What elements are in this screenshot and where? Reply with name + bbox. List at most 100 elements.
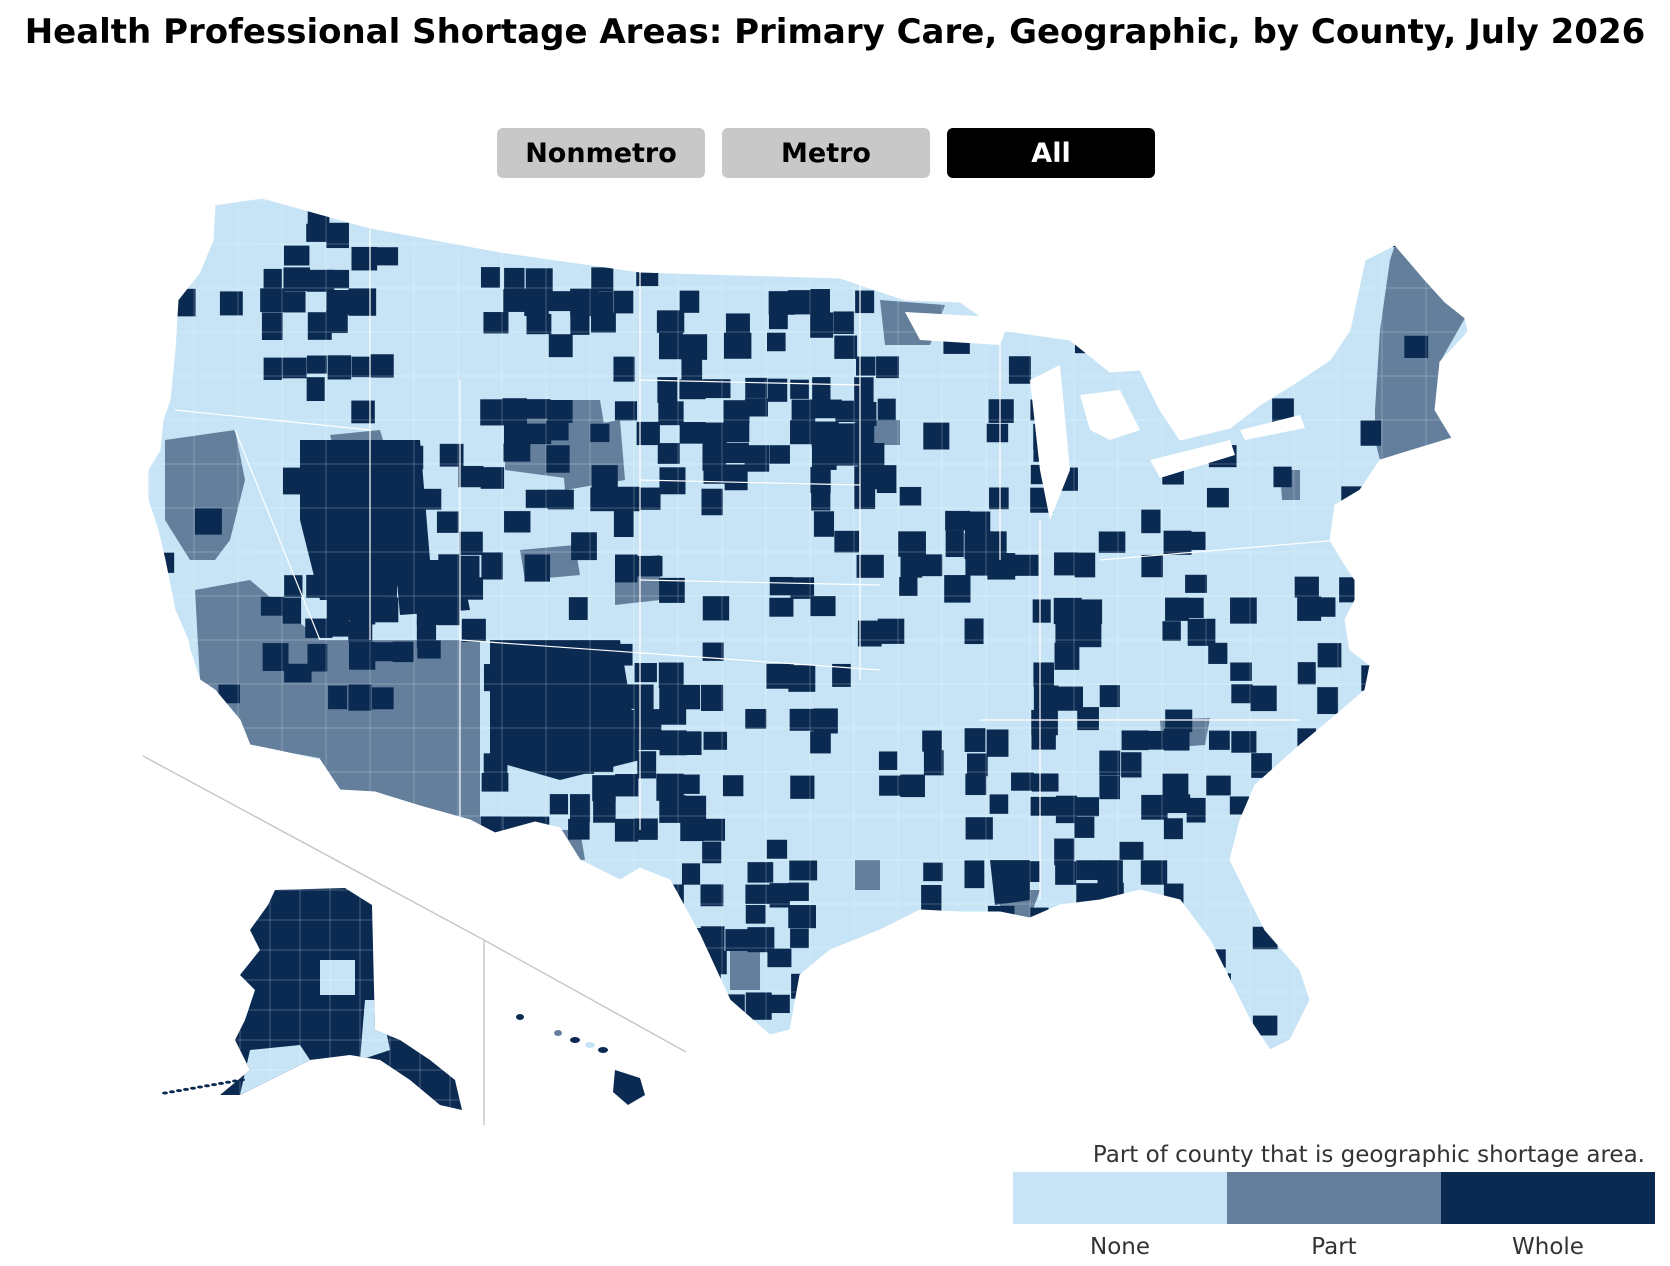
whole-shortage-county <box>833 222 859 250</box>
whole-shortage-county <box>373 247 399 266</box>
whole-shortage-county <box>702 596 730 621</box>
whole-shortage-county <box>1295 313 1317 340</box>
whole-shortage-county <box>945 510 971 531</box>
whole-shortage-county <box>591 465 618 491</box>
whole-shortage-county <box>723 994 745 1015</box>
part-shortage-region <box>1255 860 1270 900</box>
whole-shortage-county <box>197 883 225 909</box>
whole-shortage-county <box>832 442 859 466</box>
whole-shortage-county <box>1272 398 1295 423</box>
whole-shortage-county <box>790 379 809 399</box>
legend-title: Part of county that is geographic shorta… <box>1092 1142 1645 1168</box>
whole-shortage-county <box>766 839 788 859</box>
whole-shortage-county <box>1382 731 1408 759</box>
whole-shortage-county <box>1097 860 1123 884</box>
whole-shortage-county <box>745 884 774 905</box>
whole-shortage-county <box>703 731 728 750</box>
whole-shortage-county <box>593 797 616 823</box>
hawaii-inset <box>516 1014 645 1105</box>
whole-shortage-county <box>218 684 240 704</box>
whole-shortage-county <box>590 423 610 443</box>
aleutian-islands <box>162 1078 245 1095</box>
whole-shortage-county <box>546 445 570 473</box>
whole-shortage-county <box>459 555 480 580</box>
region-filter-group: Nonmetro Metro All <box>0 128 1670 178</box>
whole-shortage-county <box>657 443 680 464</box>
whole-shortage-county <box>724 421 750 443</box>
whole-shortage-county <box>1099 685 1120 708</box>
island-shape <box>218 1081 224 1085</box>
whole-shortage-county <box>1098 531 1126 553</box>
part-shortage-region <box>165 430 245 560</box>
whole-shortage-county <box>153 1038 181 1050</box>
whole-shortage-county <box>480 399 506 426</box>
alaska-inset <box>162 888 462 1110</box>
whole-shortage-county <box>1074 334 1099 354</box>
whole-shortage-region <box>990 860 1030 905</box>
filter-nonmetro-button[interactable]: Nonmetro <box>497 128 705 178</box>
whole-shortage-county <box>549 992 572 1020</box>
whole-shortage-county <box>593 992 618 1012</box>
whole-shortage-county <box>1055 861 1077 885</box>
whole-shortage-county <box>678 993 703 1016</box>
whole-shortage-county <box>1054 552 1077 576</box>
whole-shortage-county <box>1142 332 1165 354</box>
legend-swatch-none <box>1013 1172 1227 1224</box>
whole-shortage-county <box>524 554 551 582</box>
whole-shortage-county <box>966 201 990 224</box>
whole-shortage-county <box>483 312 509 334</box>
whole-shortage-county <box>899 577 918 597</box>
whole-shortage-county <box>791 973 818 999</box>
whole-shortage-county <box>812 971 832 994</box>
whole-shortage-county <box>219 291 243 316</box>
whole-shortage-county <box>1231 731 1257 753</box>
whole-shortage-county <box>1209 973 1231 997</box>
whole-shortage-county <box>174 970 201 999</box>
whole-shortage-county <box>901 245 925 269</box>
whole-shortage-county <box>1206 775 1231 796</box>
whole-shortage-county <box>634 993 656 1014</box>
whole-shortage-county <box>965 817 993 840</box>
whole-shortage-county <box>658 662 684 688</box>
whole-shortage-county <box>173 995 195 1016</box>
part-shortage-region <box>320 640 480 830</box>
whole-shortage-county <box>326 290 350 315</box>
whole-shortage-county <box>658 332 683 360</box>
whole-shortage-county <box>459 531 483 555</box>
whole-shortage-county <box>986 290 1011 310</box>
whole-shortage-county <box>590 487 616 512</box>
whole-shortage-county <box>503 816 529 845</box>
whole-shortage-county <box>370 354 394 378</box>
whole-shortage-county <box>1297 728 1317 756</box>
whole-shortage-county <box>613 356 635 382</box>
whole-shortage-county <box>1406 620 1428 640</box>
whole-shortage-county <box>1054 838 1075 866</box>
whole-shortage-county <box>327 355 352 380</box>
whole-shortage-county <box>703 950 727 975</box>
whole-shortage-county <box>283 291 306 313</box>
whole-shortage-county <box>657 377 678 403</box>
whole-shortage-county <box>634 709 662 735</box>
filter-all-button[interactable]: All <box>947 128 1155 178</box>
whole-shortage-county <box>328 618 350 637</box>
whole-shortage-county <box>679 422 706 444</box>
whole-shortage-county <box>262 643 289 672</box>
whole-shortage-county <box>481 773 509 792</box>
whole-shortage-county <box>436 511 459 533</box>
whole-shortage-county <box>527 863 552 887</box>
whole-shortage-county <box>876 356 899 379</box>
whole-shortage-county <box>439 443 464 467</box>
whole-shortage-county <box>701 488 723 516</box>
whole-shortage-county <box>810 312 834 338</box>
whole-shortage-county <box>832 663 851 687</box>
whole-shortage-county <box>702 841 722 864</box>
whole-shortage-county <box>920 554 943 577</box>
whole-shortage-county <box>767 948 792 968</box>
legend-swatch-part <box>1227 1172 1441 1224</box>
whole-shortage-county <box>877 398 896 421</box>
island-shape <box>570 1037 580 1043</box>
whole-shortage-county <box>964 860 985 889</box>
whole-shortage-county <box>789 860 818 881</box>
filter-metro-button[interactable]: Metro <box>722 128 930 178</box>
whole-shortage-county <box>634 487 661 510</box>
